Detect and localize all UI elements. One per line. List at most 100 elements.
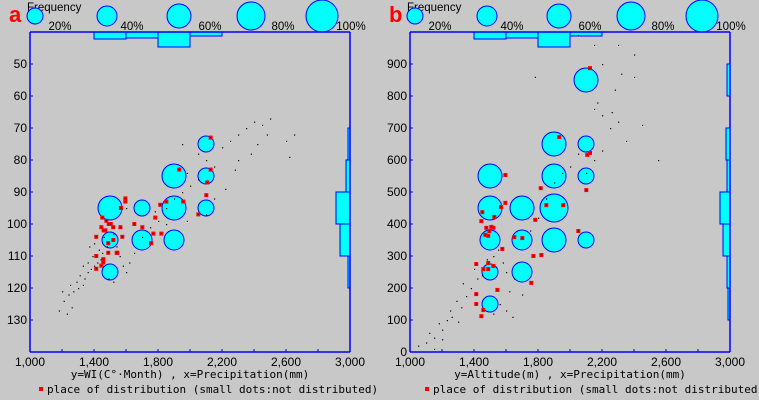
distributed-point-center bbox=[492, 227, 494, 229]
not-distributed-dot bbox=[522, 294, 524, 296]
distributed-point-center bbox=[513, 236, 515, 238]
distributed-point-center bbox=[159, 204, 161, 206]
not-distributed-dot bbox=[456, 300, 458, 302]
distributed-point-center bbox=[480, 220, 482, 222]
frequency-bubble bbox=[541, 227, 567, 253]
distributed-point-center bbox=[178, 169, 180, 171]
x-tick-label: 2,200 bbox=[587, 355, 617, 369]
legend-bubble-label: 100% bbox=[716, 21, 745, 33]
not-distributed-dot bbox=[451, 316, 453, 318]
distributed-point-center bbox=[152, 233, 154, 235]
distributed-point-center bbox=[124, 197, 126, 199]
not-distributed-dot bbox=[225, 188, 227, 190]
distributed-point-center bbox=[493, 216, 495, 218]
frequency-bubble bbox=[511, 261, 533, 283]
not-distributed-dot bbox=[434, 337, 436, 339]
distributed-point-center bbox=[504, 174, 506, 176]
frequency-bubble bbox=[577, 167, 595, 185]
legend-bubble-label: 100% bbox=[336, 21, 365, 33]
y-tick-label: 700 bbox=[387, 121, 407, 135]
x-histogram-bar bbox=[537, 31, 571, 48]
legend-bubble bbox=[236, 1, 266, 31]
distributed-point-center bbox=[160, 233, 162, 235]
not-distributed-dot bbox=[514, 278, 516, 280]
not-distributed-dot bbox=[498, 249, 500, 251]
not-distributed-dot bbox=[58, 310, 60, 312]
legend-marker bbox=[425, 387, 429, 391]
distributed-point-center bbox=[577, 230, 579, 232]
not-distributed-dot bbox=[594, 44, 596, 46]
distributed-point-center bbox=[540, 254, 542, 256]
not-distributed-dot bbox=[82, 265, 84, 267]
panel-label: a bbox=[9, 2, 22, 27]
not-distributed-dot bbox=[626, 140, 628, 142]
distributed-point-center bbox=[112, 226, 114, 228]
not-distributed-dot bbox=[538, 217, 540, 219]
legend-bubble-label: 20% bbox=[428, 21, 451, 33]
not-distributed-dot bbox=[113, 233, 115, 235]
not-distributed-dot bbox=[134, 252, 136, 254]
distributed-point-center bbox=[545, 204, 547, 206]
y-tick-label: 50 bbox=[14, 57, 28, 71]
y-tick-label: 900 bbox=[387, 57, 407, 71]
not-distributed-dot bbox=[570, 166, 572, 168]
not-distributed-dot bbox=[90, 268, 92, 270]
distributed-point-center bbox=[487, 268, 489, 270]
frequency-bubble bbox=[477, 195, 503, 221]
frequency-bubble bbox=[101, 263, 119, 281]
y-tick-label: 100 bbox=[387, 313, 407, 327]
not-distributed-dot bbox=[198, 179, 200, 181]
y-tick-label: 60 bbox=[14, 89, 28, 103]
frequency-bubble bbox=[573, 67, 599, 93]
not-distributed-dot bbox=[266, 134, 268, 136]
legend-bubble bbox=[26, 7, 44, 25]
y-tick-label: 200 bbox=[387, 281, 407, 295]
not-distributed-dot bbox=[611, 112, 613, 114]
distributed-point-center bbox=[540, 187, 542, 189]
not-distributed-dot bbox=[126, 208, 128, 210]
x-tick-label: 3,000 bbox=[715, 355, 745, 369]
not-distributed-dot bbox=[182, 192, 184, 194]
frequency-bubble bbox=[481, 263, 499, 281]
not-distributed-dot bbox=[426, 342, 428, 344]
x-histogram-bar bbox=[473, 31, 507, 40]
not-distributed-dot bbox=[286, 140, 288, 142]
distributed-point-center bbox=[95, 255, 97, 257]
not-distributed-dot bbox=[113, 281, 115, 283]
distributed-point-center bbox=[110, 223, 112, 225]
not-distributed-dot bbox=[461, 307, 463, 309]
not-distributed-dot bbox=[238, 134, 240, 136]
not-distributed-dot bbox=[634, 54, 636, 56]
x-tick-label: 2,200 bbox=[207, 355, 237, 369]
legend-bubble-label: 40% bbox=[500, 21, 523, 33]
distributed-point-center bbox=[504, 202, 506, 204]
not-distributed-dot bbox=[602, 150, 604, 152]
not-distributed-dot bbox=[63, 300, 65, 302]
distributed-point-center bbox=[205, 194, 207, 196]
y-histogram-bar bbox=[339, 223, 351, 257]
distributed-point-center bbox=[496, 289, 498, 291]
distributed-point-center bbox=[182, 201, 184, 203]
not-distributed-dot bbox=[186, 172, 188, 174]
x-histogram-bar bbox=[93, 31, 127, 40]
legend-bubble-label: 80% bbox=[271, 21, 294, 33]
distributed-point-center bbox=[487, 235, 489, 237]
not-distributed-dot bbox=[119, 256, 121, 258]
distributed-point-center bbox=[492, 265, 494, 267]
not-distributed-dot bbox=[166, 224, 168, 226]
y-tick-label: 300 bbox=[387, 249, 407, 263]
not-distributed-dot bbox=[418, 345, 420, 347]
distributed-point-center bbox=[488, 230, 490, 232]
distributed-point-center bbox=[165, 201, 167, 203]
legend-bubble bbox=[685, 0, 719, 33]
distributed-point-center bbox=[500, 206, 502, 208]
distributed-point-center bbox=[105, 220, 107, 222]
not-distributed-dot bbox=[66, 313, 68, 315]
not-distributed-dot bbox=[102, 252, 104, 254]
not-distributed-dot bbox=[614, 89, 616, 91]
y-tick-label: 120 bbox=[7, 281, 27, 295]
frequency-bubble bbox=[541, 131, 567, 157]
distributed-point-center bbox=[482, 268, 484, 270]
not-distributed-dot bbox=[79, 275, 81, 277]
not-distributed-dot bbox=[142, 236, 144, 238]
